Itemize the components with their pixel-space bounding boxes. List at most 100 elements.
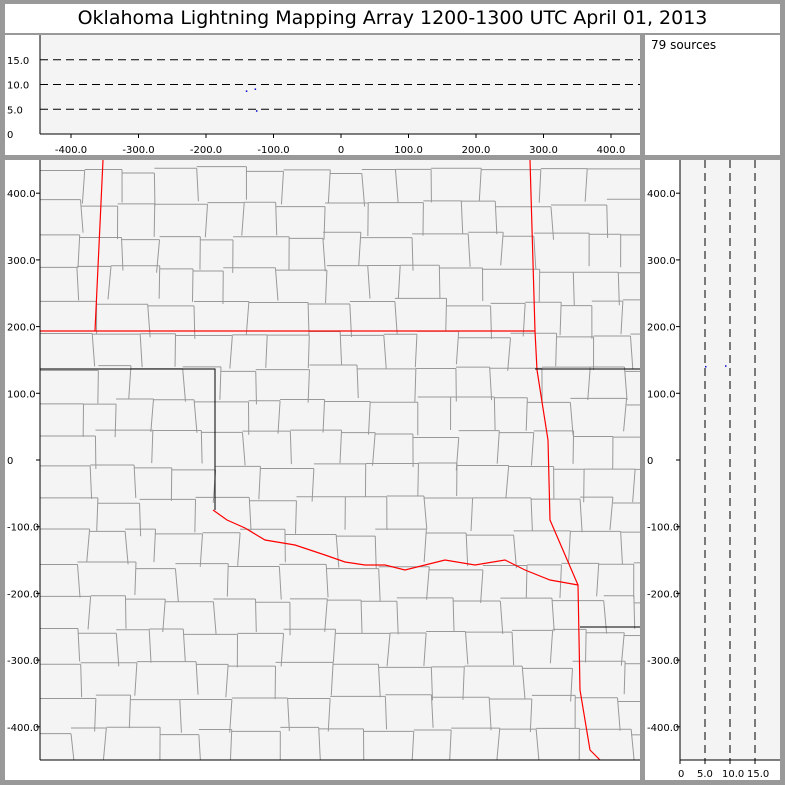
county-border [394, 169, 399, 203]
y-tick-label: 0 [7, 456, 13, 467]
county-border [623, 398, 628, 432]
county-border [496, 728, 501, 761]
y-tick-label: 300.0 [647, 256, 676, 267]
county-border [200, 430, 203, 464]
county-border [496, 430, 500, 464]
county-border [584, 168, 588, 202]
county-border [139, 334, 143, 368]
county-border [86, 529, 91, 563]
county-border [153, 529, 157, 563]
y-tick-label: 100.0 [7, 389, 36, 400]
county-border [507, 337, 512, 371]
county-border [196, 168, 199, 202]
county-border [229, 699, 233, 733]
county-border [572, 430, 575, 464]
county-border [198, 734, 201, 761]
x-tick-label: 200.0 [462, 145, 491, 155]
county-border [248, 497, 252, 531]
county-border [623, 366, 628, 401]
y-tick-label: -300.0 [647, 656, 679, 667]
county-border [462, 666, 465, 700]
county-border [128, 365, 132, 399]
county-border [559, 302, 562, 336]
county-border [327, 169, 331, 203]
county-border [80, 664, 83, 698]
county-border [378, 568, 381, 602]
county-border [587, 367, 591, 401]
y-tick-label: 15.0 [7, 56, 29, 67]
y-tick-label: 100.0 [647, 389, 676, 400]
state-border-east [529, 160, 601, 761]
x-tick-label: -200.0 [190, 145, 222, 155]
county-border [318, 727, 321, 761]
county-lines [40, 166, 640, 761]
county-border [195, 661, 199, 695]
county-border [493, 397, 496, 431]
county-border [278, 566, 282, 600]
county-border [423, 495, 428, 530]
county-border [530, 497, 533, 531]
county-border [289, 431, 292, 465]
county-border [430, 694, 434, 728]
x-tick-label: -400.0 [55, 145, 87, 155]
county-border [330, 662, 334, 696]
county-border [241, 432, 246, 466]
y-tick-label: 400.0 [647, 189, 676, 200]
county-border [423, 632, 427, 666]
county-border [225, 664, 229, 698]
county-border [386, 633, 391, 667]
county-border [226, 563, 229, 597]
y-tick-label: -200.0 [647, 589, 679, 600]
county-border [551, 598, 555, 632]
plan-view-panel: 400.0 300.0 200.0 100.0 0 -100.0 -200.0 -300.0 -… [5, 160, 640, 780]
altitude-ns-panel: 0 5.0 10.0 15.0 400.0 300.0 200.0 100.0 0 -100.0 -… [645, 160, 780, 780]
county-border [533, 236, 537, 270]
county-border [397, 265, 401, 299]
county-border [411, 731, 415, 761]
county-border [426, 566, 430, 600]
y-tick-label: 200.0 [647, 323, 676, 334]
altitude-ns-chart: 0 5.0 10.0 15.0 400.0 300.0 200.0 100.0 0 -100.0 -… [647, 160, 780, 780]
county-border [133, 464, 137, 499]
county-border [307, 302, 310, 336]
y-tick-label: -400.0 [647, 723, 679, 734]
county-border [265, 334, 268, 368]
county-border [280, 633, 285, 667]
county-border [550, 206, 555, 240]
county-border [151, 430, 154, 464]
county-border [609, 497, 614, 531]
county-border [124, 595, 127, 629]
county-border [115, 633, 120, 667]
county-border [307, 369, 310, 403]
county-border [505, 465, 510, 499]
altitude-source-point [725, 365, 727, 367]
county-border [374, 536, 377, 570]
county-border [414, 368, 417, 402]
y-tick-label: -400.0 [7, 723, 39, 734]
county-border [521, 666, 526, 700]
county-border [616, 697, 621, 731]
x-tick-label: 300.0 [529, 145, 558, 155]
plan-view-map: 400.0 300.0 200.0 100.0 0 -100.0 -200.0 -300.0 -… [7, 160, 640, 761]
county-border [452, 597, 455, 631]
county-border [148, 629, 152, 663]
county-border [258, 466, 261, 500]
y-tick-label: 0 [7, 130, 13, 141]
x-tick-label: 5.0 [697, 769, 713, 780]
county-border [77, 234, 81, 268]
county-border [80, 199, 84, 233]
state-border-texas [40, 368, 216, 510]
x-tick-label: 0 [678, 769, 684, 780]
y-tick-label: -100.0 [7, 523, 39, 534]
county-border [596, 563, 600, 597]
county-border [629, 335, 634, 370]
county-border [538, 169, 542, 203]
x-tick-label: 100.0 [394, 145, 423, 155]
county-border [158, 265, 161, 299]
county-border [417, 463, 419, 497]
county-border [327, 698, 331, 732]
county-border [630, 729, 635, 761]
county-border [414, 334, 418, 368]
info-panel: 79 sources [645, 35, 780, 155]
county-border [94, 698, 97, 732]
